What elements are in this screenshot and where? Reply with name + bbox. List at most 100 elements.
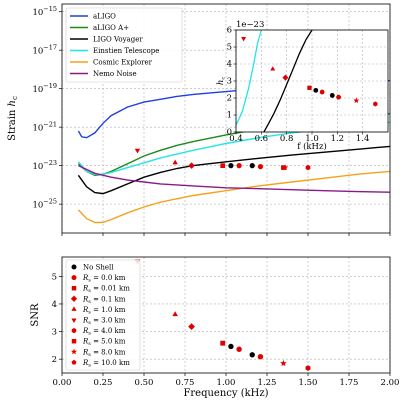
legend-label-0-01-km: Rs = 0.01 km — [82, 285, 130, 295]
inset-marker-circle — [336, 94, 341, 100]
bottom-x-tick-label: 1.00 — [217, 378, 236, 388]
inset-x-axis-label: f (kHz) — [297, 141, 327, 152]
top-y-axis-label: Strain hc — [7, 96, 19, 141]
top-marker-triangle-down — [134, 148, 141, 154]
bottom-x-tick-label: 2.00 — [381, 378, 400, 388]
inset-x-tick-label: 1.2 — [331, 134, 345, 144]
inset-marker-circle — [319, 89, 325, 95]
legend-label-ligo-voyager: LIGO Voyager — [93, 36, 143, 44]
inset-x-tick-label: 1.0 — [305, 134, 319, 144]
snr-marker-circle — [236, 346, 242, 352]
legend-label-1-0-km: Rs = 1.0 km — [82, 306, 126, 316]
top-y-tick-label: 10−21 — [32, 121, 57, 134]
bottom-y-tick-label: 2 — [52, 355, 57, 365]
top-marker-circle — [228, 163, 234, 169]
inset-y-tick-label: 3 — [227, 76, 232, 86]
top-y-tick-label: 10−15 — [32, 5, 57, 18]
curve-ligo-voyager — [77, 145, 391, 195]
snr-panel: 0.00 0.25 0.50 0.75 1.00 1.25 1.50 1.75 2.00 2 3 4 5… — [30, 256, 400, 399]
inset-marker-square — [307, 85, 312, 90]
legend-label-0-0-km: Rs = 0.0 km — [82, 274, 126, 284]
top-marker-circle — [236, 163, 242, 169]
top-marker-star — [281, 164, 289, 171]
bottom-y-tick-label: 4 — [52, 300, 57, 310]
bottom-legend-box — [65, 259, 141, 371]
legend-marker-hexagon — [71, 327, 77, 334]
top-legend-box — [65, 7, 183, 83]
inset-marker-triangle-down — [241, 37, 247, 42]
legend-marker-pentagon — [71, 359, 77, 365]
snr-marker-hexagon — [305, 365, 311, 371]
legend-marker-diamond — [70, 295, 78, 302]
inset-y-tick-label: 2 — [227, 93, 232, 103]
top-marker-circle — [249, 163, 255, 169]
legend-label-3-0-km: Rs = 3.0 km — [82, 317, 126, 327]
inset-marker-hexagon — [373, 101, 378, 107]
inset-marker-diamond — [282, 74, 289, 81]
legend-label-0-1-km: Rs = 0.1 km — [82, 295, 126, 305]
inset-curve-ligo-voyager — [263, 29, 313, 133]
bottom-x-tick-label: 0.75 — [176, 378, 195, 388]
legend-label-no-shell: No Shell — [83, 264, 114, 272]
snr-marker-circle — [257, 354, 264, 360]
top-marker-triangle-up — [172, 159, 178, 165]
bottom-x-tick-label: 0.00 — [53, 378, 72, 388]
top-marker-circle — [257, 164, 264, 170]
legend-label-aligo: aLIGO — [93, 13, 116, 21]
top-y-tick-label: 10−25 — [32, 198, 57, 211]
snr-marker-circle — [249, 352, 255, 358]
legend-marker-circle — [71, 275, 77, 281]
inset-marker-circle — [313, 87, 319, 93]
bottom-x-tick-label: 1.75 — [340, 378, 359, 388]
inset-x-tick-label: 0.8 — [280, 134, 294, 144]
bottom-y-tick-label: 3 — [52, 328, 57, 338]
inset-y-axis-label: hc — [216, 77, 227, 85]
snr-marker-star — [280, 359, 287, 367]
snr-marker-square — [220, 340, 226, 346]
top-y-tick-label: 10−19 — [32, 82, 57, 95]
bottom-x-axis-label: Frequency (kHz) — [183, 388, 268, 399]
inset-y-tick-label: 4 — [227, 59, 232, 69]
inset-curve-einstien-telescope — [235, 29, 262, 126]
inset-y-tick-label: 1 — [227, 110, 232, 120]
legend-label-einstien-telescope: Einstien Telescope — [93, 47, 159, 55]
legend-label-aligo-a: aLIGO A+ — [93, 24, 129, 32]
bottom-y-tick-label: 5 — [52, 272, 57, 282]
inset-x-tick-label: 0.4 — [229, 134, 243, 144]
legend-marker-square — [71, 338, 77, 344]
curve-cosmic-explorer — [77, 170, 391, 224]
inset-panel: 0.4 0.6 0.8 1.0 1.2 1.4 0 1 2 3 4 5 6 1e−23 f (kHz) hc — [216, 20, 389, 152]
inset-x-tick-label: 1.4 — [356, 134, 370, 144]
top-marker-square — [220, 163, 226, 168]
inset-x-tick-label: 0.6 — [255, 134, 269, 144]
bottom-x-tick-label: 0.25 — [94, 378, 113, 388]
top-y-tick-label: 10−23 — [32, 159, 57, 172]
bottom-x-tick-label: 1.50 — [299, 378, 318, 388]
legend-marker-circle — [71, 264, 77, 270]
inset-y-tick-label: 5 — [227, 42, 232, 52]
legend-label-nemo-noise: Nemo Noise — [93, 70, 137, 78]
legend-marker-triangle-down — [71, 318, 77, 323]
snr-marker-triangle-up — [172, 311, 178, 317]
bottom-x-tick-label: 0.50 — [135, 378, 154, 388]
legend-label-10-0-km: Rs = 10.0 km — [82, 359, 130, 369]
top-legend: aLIGO aLIGO A+ LIGO Voyager Einstien Telesc… — [65, 7, 183, 83]
legend-label-4-0-km: Rs = 4.0 km — [82, 327, 126, 337]
snr-marker-diamond — [188, 323, 195, 330]
snr-marker-circle — [228, 343, 234, 350]
top-marker-hexagon — [305, 164, 311, 171]
inset-marker-circle — [329, 93, 335, 98]
inset-y-tick-label: 0 — [227, 127, 232, 137]
inset-marker-triangle-up — [270, 66, 276, 71]
strain-panel: 10−15 10−17 10−19 10−21 10−23 10−25 Strain hc a… — [7, 3, 391, 236]
inset-offset-label: 1e−23 — [236, 20, 264, 30]
legend-label-cosmic-explorer: Cosmic Explorer — [93, 59, 153, 67]
inset-marker-star — [353, 97, 360, 104]
top-y-tick-label: 10−17 — [32, 44, 57, 57]
top-marker-diamond — [188, 162, 195, 169]
bottom-x-tick-label: 1.25 — [258, 378, 277, 388]
legend-marker-triangle-up — [71, 306, 77, 311]
inset-y-tick-label: 6 — [227, 25, 232, 35]
curve-nemo-noise — [78, 164, 391, 193]
